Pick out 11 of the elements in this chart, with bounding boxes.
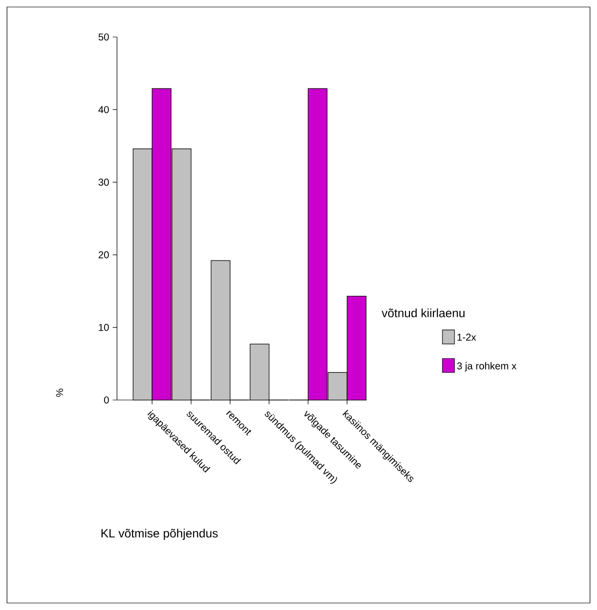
y-tick-label: 20 <box>98 251 109 258</box>
legend-label: 3 ja rohkem x <box>457 362 516 372</box>
y-tick-label: 30 <box>98 178 109 186</box>
y-tick-label: 10 <box>98 324 109 331</box>
y-axis-title: % <box>56 388 64 397</box>
y-tick-label: 0 <box>104 396 109 404</box>
legend-label: 1-2x <box>458 334 476 341</box>
y-tick-label: 40 <box>98 106 109 114</box>
x-axis-title: KL võtmise põhjendus <box>102 528 218 540</box>
y-tick-label: 50 <box>98 33 109 41</box>
legend-title: võtnud kiirlaenu <box>382 308 465 318</box>
